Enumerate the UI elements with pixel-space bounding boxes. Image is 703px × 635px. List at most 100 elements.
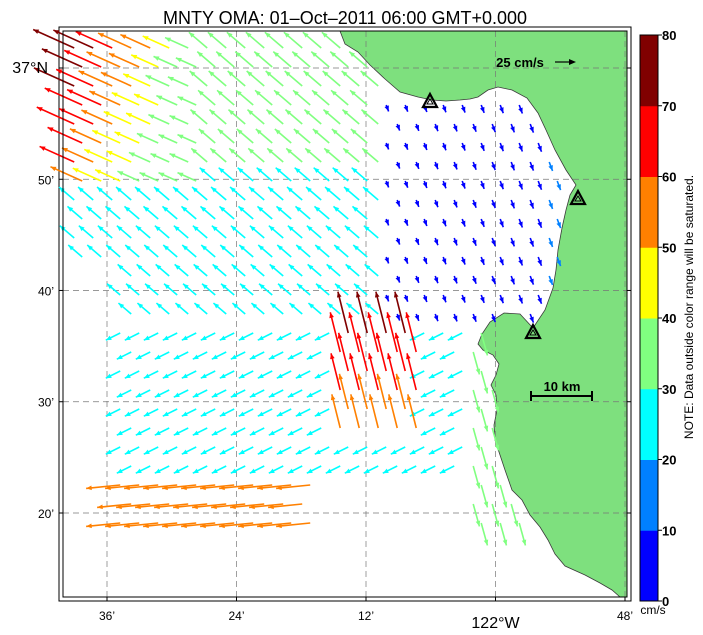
current-vector-arrow <box>386 312 398 353</box>
current-vector-arrow <box>117 263 132 277</box>
current-vector-arrow <box>491 199 496 209</box>
current-vector-arrow <box>284 109 303 125</box>
current-vector-arrow <box>154 503 189 510</box>
current-vector-arrow <box>154 225 170 239</box>
current-vector-arrow <box>41 48 83 68</box>
current-vector-arrow <box>249 503 284 510</box>
current-vector-arrow <box>211 351 227 360</box>
current-vector-arrow <box>250 263 265 277</box>
current-vector-arrow <box>375 332 387 372</box>
current-vector-arrow <box>286 186 303 201</box>
current-vector-arrow <box>143 244 159 258</box>
current-vector-arrow <box>499 522 508 546</box>
current-vector-arrow <box>209 147 227 163</box>
current-vector-arrow <box>422 218 428 227</box>
current-vector-arrow <box>154 389 170 398</box>
current-vector-arrow <box>145 74 170 87</box>
current-vector-arrow <box>420 465 436 474</box>
current-vector-arrow <box>181 446 197 455</box>
site-triangle-icon-3 <box>524 322 542 340</box>
current-vector-arrow <box>97 32 132 49</box>
current-vector-arrow <box>237 205 254 220</box>
current-vector-arrow <box>175 57 197 68</box>
current-vector-arrow <box>253 51 273 68</box>
current-vector-arrow <box>264 31 284 49</box>
current-vector-arrow <box>452 199 458 208</box>
current-vector-arrow <box>428 332 444 341</box>
current-vector-arrow <box>124 484 159 491</box>
colorbar: 0 10 20 30 40 50 60 70 80 <box>639 28 676 609</box>
current-vector-arrow <box>364 302 379 315</box>
current-vector-arrow <box>420 427 436 436</box>
current-vector-arrow <box>255 128 273 144</box>
current-vector-arrow <box>395 237 401 245</box>
current-vector-arrow <box>510 275 516 285</box>
current-vector-arrow <box>124 244 140 258</box>
colorbar-tick-label: 30 <box>662 382 676 397</box>
current-vector-arrow <box>556 256 562 267</box>
current-vector-arrow <box>420 389 436 398</box>
current-vector-arrow <box>273 89 292 106</box>
current-vector-arrow <box>78 225 94 239</box>
current-vector-arrow <box>200 522 235 529</box>
current-vector-arrow <box>321 31 341 49</box>
current-vector-arrow <box>231 263 246 277</box>
current-vector-arrow <box>116 465 132 474</box>
current-vector-arrow <box>122 73 151 87</box>
lat-label: 20’ <box>38 507 54 521</box>
current-vector-arrow <box>353 283 368 296</box>
current-vector-arrow <box>480 142 485 152</box>
current-vector-arrow <box>154 465 170 474</box>
current-vector-arrow <box>215 51 235 68</box>
current-vector-arrow <box>295 408 311 417</box>
current-vector-arrow <box>219 370 235 379</box>
current-vector-arrow <box>360 109 379 125</box>
colorbar-segment <box>640 388 658 460</box>
current-vector-arrow <box>499 218 505 228</box>
current-vector-arrow <box>50 165 83 182</box>
lon-label: 12’ <box>358 609 374 623</box>
current-vector-arrow <box>460 218 466 227</box>
current-vector-arrow <box>344 225 360 239</box>
current-vector-arrow <box>348 312 360 353</box>
current-vector-arrow <box>529 161 535 171</box>
current-vector-arrow <box>115 186 132 201</box>
current-vector-arrow <box>349 353 360 391</box>
current-vector-arrow <box>135 427 151 436</box>
current-vector-arrow <box>331 128 349 144</box>
current-vector-arrow <box>491 313 496 323</box>
current-vector-arrow <box>287 225 303 239</box>
current-vector-arrow <box>67 244 83 258</box>
current-vector-arrow <box>306 389 322 398</box>
current-vector-arrow <box>329 312 341 353</box>
current-vector-arrow <box>230 225 246 239</box>
current-vector-arrow <box>472 351 481 375</box>
current-vector-arrow <box>172 186 189 201</box>
colorbar-tick-label: 50 <box>662 240 676 255</box>
current-vector-arrow <box>295 332 311 341</box>
current-vector-arrow <box>188 31 208 49</box>
colorbar-segment <box>640 105 658 177</box>
current-vector-arrow <box>200 408 216 417</box>
current-vector-arrow <box>75 30 113 49</box>
current-vector-arrow <box>480 294 485 304</box>
current-vector-arrow <box>439 465 455 474</box>
current-vector-arrow <box>226 31 246 49</box>
current-vector-arrow <box>441 180 447 189</box>
current-vector-arrow <box>491 237 496 247</box>
current-vector-arrow <box>333 244 349 258</box>
current-vector-arrow <box>352 244 368 258</box>
current-vector-arrow <box>314 446 330 455</box>
current-vector-arrow <box>314 408 330 417</box>
current-vector-arrow <box>268 351 284 360</box>
current-vector-arrow <box>230 503 265 510</box>
current-vector-arrow <box>268 427 284 436</box>
reference-vector: 25 cm/s <box>496 55 576 70</box>
current-vector-arrow <box>257 244 273 258</box>
current-vector-arrow <box>105 332 121 341</box>
current-vector-arrow <box>106 150 132 163</box>
current-vector-arrow <box>330 394 341 429</box>
current-vector-arrow <box>36 106 75 125</box>
map-frame-inner <box>62 30 628 598</box>
current-vector-arrow <box>229 186 246 201</box>
